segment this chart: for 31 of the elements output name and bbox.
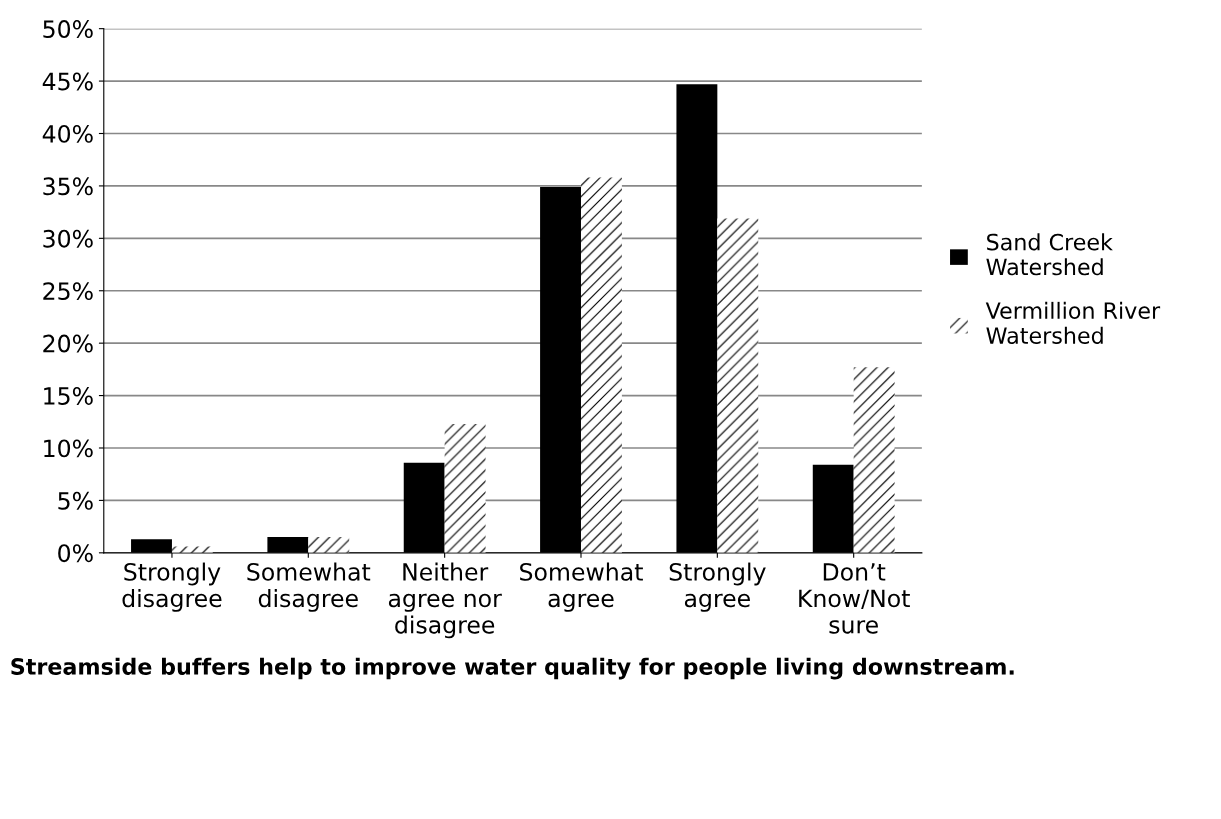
y-tick-label: 15% <box>44 387 93 405</box>
y-tick-label: 50% <box>43 20 93 38</box>
x-tick-label: Don’t Know/Not sure <box>799 563 910 634</box>
legend-label: Sand Creek Watershed <box>986 233 1113 276</box>
y-tick-label: 40% <box>42 124 93 143</box>
y-tick-label: 5% <box>58 491 93 510</box>
bar <box>540 186 581 553</box>
y-tick-label: 45% <box>42 72 93 91</box>
bar <box>676 84 718 553</box>
y-tick-label: 20% <box>43 334 93 353</box>
x-axis-title: Streamside buffers help to improve water quality for people living downstream. <box>11 657 1014 680</box>
y-tick-label: 25% <box>43 282 93 301</box>
y-tick-label: 30% <box>43 229 93 248</box>
x-tick-label: Strongly disagree <box>122 562 222 612</box>
x-tick-label: Strongly agree <box>669 562 766 612</box>
bar <box>444 423 486 553</box>
x-tick-label: Neither agree nor disagree <box>388 562 502 639</box>
x-tick-label: Somewhat agree <box>520 562 643 612</box>
legend-label: Vermillion River Watershed <box>985 301 1161 344</box>
bar <box>403 462 445 553</box>
y-tick-label: 10% <box>44 439 93 458</box>
bar <box>580 177 622 553</box>
y-tick-label: 35% <box>43 177 93 196</box>
bar <box>853 367 895 553</box>
x-tick-label: Somewhat disagree <box>247 562 371 612</box>
bar <box>308 537 350 553</box>
bar <box>267 537 309 553</box>
bar <box>812 464 854 553</box>
bar <box>131 539 172 553</box>
y-tick-label: 0% <box>58 544 93 563</box>
bar <box>717 218 759 553</box>
